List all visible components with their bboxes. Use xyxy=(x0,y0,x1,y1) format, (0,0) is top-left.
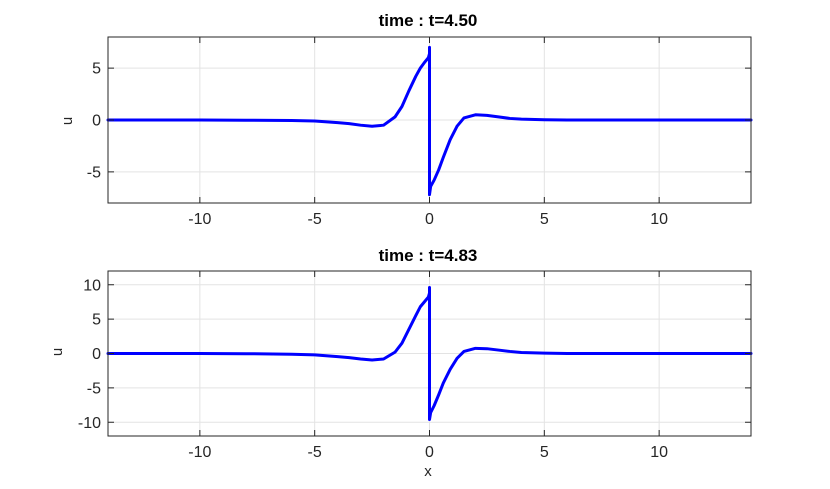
subplot-bottom-xtick-label-1: -5 xyxy=(308,444,322,461)
subplot-top-series-line-0 xyxy=(106,45,753,197)
subplot-top-ytick-label-1: 0 xyxy=(92,113,101,130)
subplot-bottom-xlabel: x xyxy=(424,463,432,480)
subplot-top-ylabel: u xyxy=(59,117,76,125)
subplot-bottom-title: time : t=4.83 xyxy=(379,246,478,265)
subplot-top-xtick-label-2: 0 xyxy=(425,211,434,228)
subplot-top-xtick-label-4: 10 xyxy=(650,211,668,228)
subplot-top-ytick-label-2: 5 xyxy=(92,61,101,78)
subplot-bottom-ytick-label-4: 10 xyxy=(83,277,101,294)
subplot-top-title: time : t=4.50 xyxy=(379,11,478,30)
subplot-top-xtick-label-0: -10 xyxy=(188,211,211,228)
subplot-bottom-ytick-label-2: 0 xyxy=(92,346,101,363)
subplot-top-xtick-label-3: 5 xyxy=(540,211,549,228)
subplot-bottom-ylabel: u xyxy=(49,348,66,356)
subplot-top: time : t=4.50 u -10 -5 0 5 10 -5 0 5 xyxy=(59,11,753,228)
subplot-bottom-ytick-label-3: 5 xyxy=(92,312,101,329)
subplot-bottom-series-line-0 xyxy=(106,286,753,421)
subplot-bottom-xtick-label-3: 5 xyxy=(540,444,549,461)
subplot-bottom-ytick-label-1: -5 xyxy=(87,380,101,397)
subplot-bottom-ytick-label-0: -10 xyxy=(78,415,101,432)
subplot-bottom: time : t=4.83 u x -10 -5 0 5 10 -10 -5 0 5 10 xyxy=(49,246,753,480)
subplot-bottom-xtick-label-4: 10 xyxy=(650,444,668,461)
subplot-top-xtick-label-1: -5 xyxy=(308,211,322,228)
subplot-top-ytick-label-0: -5 xyxy=(87,164,101,181)
subplot-bottom-xtick-label-0: -10 xyxy=(188,444,211,461)
subplot-bottom-xtick-label-2: 0 xyxy=(425,444,434,461)
